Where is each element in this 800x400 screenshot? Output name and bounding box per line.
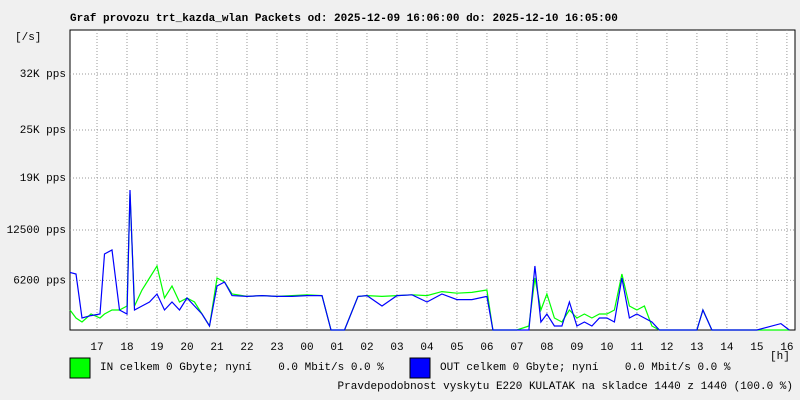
y-tick-label: 12500 pps bbox=[7, 225, 66, 237]
plot-area bbox=[69, 29, 796, 331]
x-tick-label: 21 bbox=[210, 342, 224, 354]
x-tick-label: 04 bbox=[420, 342, 434, 354]
x-tick-label: 08 bbox=[540, 342, 553, 354]
legend-label: OUT celkem 0 Gbyte; nyní 0.0 Mbit/s 0.0 … bbox=[440, 362, 731, 374]
legend-label: IN celkem 0 Gbyte; nyní 0.0 Mbit/s 0.0 % bbox=[100, 362, 384, 374]
x-tick-label: 09 bbox=[570, 342, 583, 354]
x-tick-label: 10 bbox=[600, 342, 613, 354]
x-tick-label: 22 bbox=[240, 342, 253, 354]
x-tick-label: 05 bbox=[450, 342, 463, 354]
y-axis-label: [/s] bbox=[15, 32, 41, 44]
x-tick-label: 11 bbox=[630, 342, 644, 354]
x-tick-label: 16 bbox=[780, 342, 793, 354]
y-tick-label: 32K pps bbox=[20, 69, 66, 81]
x-tick-label: 23 bbox=[270, 342, 283, 354]
x-axis-label: [h] bbox=[770, 351, 790, 363]
x-tick-label: 01 bbox=[330, 342, 344, 354]
x-tick-label: 07 bbox=[510, 342, 523, 354]
annotation: Pravdepodobnost vyskytu E220 KULATAK na … bbox=[338, 381, 793, 393]
x-tick-label: 13 bbox=[690, 342, 703, 354]
x-tick-label: 06 bbox=[480, 342, 493, 354]
y-tick-label: 25K pps bbox=[20, 125, 66, 137]
x-tick-label: 18 bbox=[120, 342, 133, 354]
y-tick-label: 19K pps bbox=[20, 173, 66, 185]
x-tick-label: 17 bbox=[90, 342, 103, 354]
chart-title: Graf provozu trt_kazda_wlan Packets od: … bbox=[70, 13, 618, 25]
series-line bbox=[69, 189, 790, 331]
x-tick-label: 14 bbox=[720, 342, 734, 354]
x-tick-label: 00 bbox=[300, 342, 313, 354]
x-tick-label: 19 bbox=[150, 342, 163, 354]
y-tick-label: 6200 pps bbox=[13, 275, 66, 287]
legend-swatch bbox=[69, 357, 91, 379]
x-tick-label: 20 bbox=[180, 342, 193, 354]
x-tick-label: 12 bbox=[660, 342, 673, 354]
x-tick-label: 15 bbox=[750, 342, 763, 354]
x-tick-label: 03 bbox=[390, 342, 403, 354]
x-tick-label: 02 bbox=[360, 342, 373, 354]
legend-swatch bbox=[409, 357, 431, 379]
